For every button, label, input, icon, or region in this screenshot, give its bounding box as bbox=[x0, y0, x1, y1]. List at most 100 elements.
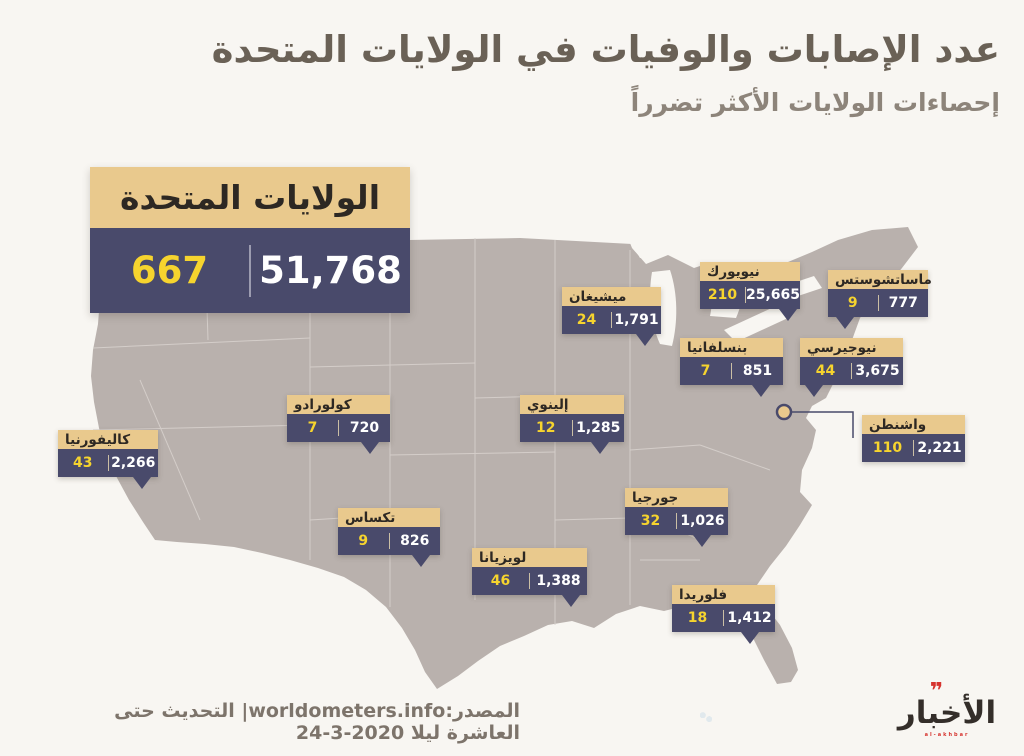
stats-divider bbox=[338, 420, 339, 436]
state-cases-value: 25,665 bbox=[745, 287, 800, 303]
lake-erie bbox=[724, 306, 788, 342]
pointer-triangle bbox=[636, 334, 654, 346]
stats-divider bbox=[723, 610, 724, 626]
state-stats-row: 12 1,285 bbox=[520, 414, 624, 442]
state-deaths-value: 9 bbox=[358, 533, 369, 549]
state-callout-washington: واشنطن 110 2,221 bbox=[862, 415, 965, 462]
state-deaths-value: 110 bbox=[872, 440, 903, 456]
pointer-triangle bbox=[133, 477, 151, 489]
state-cases-value: 1,412 bbox=[727, 610, 772, 626]
state-cases-value: 851 bbox=[742, 363, 773, 379]
state-deaths-value: 210 bbox=[707, 287, 738, 303]
state-stats-row: 110 2,221 bbox=[862, 434, 965, 462]
country-summary-card: الولايات المتحدة 667 51,768 bbox=[90, 167, 410, 313]
logo-latin-text: al-akhbar bbox=[924, 732, 970, 738]
stats-divider bbox=[107, 455, 109, 471]
country-stats-row: 667 51,768 bbox=[90, 228, 410, 313]
state-stats-row: 46 1,388 bbox=[472, 567, 587, 595]
state-name: إلينوي bbox=[520, 395, 624, 414]
state-stats-row: 24 1,791 bbox=[562, 306, 661, 334]
state-name: نيويورك bbox=[700, 262, 800, 281]
stats-divider bbox=[249, 244, 251, 297]
pointer-triangle bbox=[562, 595, 580, 607]
state-callout-georgia: جورجيا 32 1,026 bbox=[625, 488, 728, 547]
stats-divider bbox=[611, 312, 612, 328]
state-deaths-value: 7 bbox=[700, 363, 711, 379]
state-deaths-value: 43 bbox=[73, 455, 93, 471]
state-cases-value: 1,388 bbox=[536, 573, 581, 589]
state-deaths-value: 24 bbox=[576, 312, 597, 328]
state-callout-new-york: نيويورك 210 25,665 bbox=[700, 262, 800, 321]
state-stats-row: 18 1,412 bbox=[672, 604, 775, 632]
pointer-triangle bbox=[779, 309, 797, 321]
state-callout-illinois: إلينوي 12 1,285 bbox=[520, 395, 624, 454]
state-cases-value: 1,791 bbox=[614, 312, 659, 328]
state-stats-row: 32 1,026 bbox=[625, 507, 728, 535]
logo-quote-icon: ❞ bbox=[929, 679, 944, 704]
state-cases-value: 1,285 bbox=[576, 420, 621, 436]
state-stats-row: 44 3,675 bbox=[800, 357, 903, 385]
pointer-triangle bbox=[693, 535, 711, 547]
state-callout-new-jersey: نيوجيرسي 44 3,675 bbox=[800, 338, 903, 397]
state-name: فلوريدا bbox=[672, 585, 775, 604]
logo-wordmark: الأخبار bbox=[897, 695, 997, 731]
state-deaths-value: 18 bbox=[687, 610, 708, 626]
state-callout-massachusetts: ماساتشوستس 9 777 bbox=[828, 270, 932, 329]
state-callout-california: كاليفورنيا 43 2,266 bbox=[58, 430, 158, 489]
country-name: الولايات المتحدة bbox=[90, 167, 410, 228]
state-stats-row: 7 851 bbox=[680, 357, 783, 385]
state-deaths-value: 9 bbox=[847, 295, 858, 311]
stats-divider bbox=[913, 440, 914, 456]
state-cases-value: 1,026 bbox=[680, 513, 725, 529]
state-callout-louisiana: لويزيانا 46 1,388 bbox=[472, 548, 587, 607]
pointer-triangle bbox=[591, 442, 609, 454]
pointer-triangle bbox=[361, 442, 379, 454]
country-cases-value: 51,768 bbox=[259, 249, 402, 292]
stats-divider bbox=[731, 363, 732, 379]
state-callout-florida: فلوريدا 18 1,412 bbox=[672, 585, 775, 644]
state-cases-value: 2,266 bbox=[111, 455, 156, 471]
watermark bbox=[698, 710, 714, 723]
state-callout-pennsylvania: بنسلفانيا 7 851 bbox=[680, 338, 783, 397]
state-name: كولورادو bbox=[287, 395, 390, 414]
state-deaths-value: 12 bbox=[536, 420, 556, 436]
state-stats-row: 9 826 bbox=[338, 527, 440, 555]
state-name: جورجيا bbox=[625, 488, 728, 507]
state-cases-value: 826 bbox=[400, 533, 430, 549]
pointer-triangle bbox=[752, 385, 770, 397]
state-callout-texas: تكساس 9 826 bbox=[338, 508, 440, 567]
state-callout-colorado: كولورادو 7 720 bbox=[287, 395, 390, 454]
state-deaths-value: 7 bbox=[307, 420, 318, 436]
state-name: نيوجيرسي bbox=[800, 338, 903, 357]
alakhbar-logo: ❞ الأخبار al-akhbar bbox=[892, 679, 1002, 740]
state-stats-row: 43 2,266 bbox=[58, 449, 158, 477]
page-subtitle: إحصاءات الولايات الأكثر تضرراً bbox=[630, 88, 1000, 117]
stats-divider bbox=[676, 513, 677, 529]
pointer-triangle bbox=[741, 632, 759, 644]
state-name: تكساس bbox=[338, 508, 440, 527]
pointer-triangle bbox=[805, 385, 823, 397]
dc-connector-line bbox=[775, 403, 854, 438]
stats-divider bbox=[571, 420, 573, 436]
state-name: واشنطن bbox=[862, 415, 965, 434]
state-cases-value: 720 bbox=[349, 420, 380, 436]
state-name: بنسلفانيا bbox=[680, 338, 783, 357]
dc-marker bbox=[775, 403, 793, 421]
source-note: المصدر:worldometers.info| التحديث حتى ال… bbox=[114, 700, 520, 744]
stats-divider bbox=[877, 295, 879, 311]
state-cases-value: 2,221 bbox=[917, 440, 962, 456]
state-stats-row: 210 25,665 bbox=[700, 281, 800, 309]
state-cases-value: 3,675 bbox=[855, 363, 900, 379]
stats-divider bbox=[529, 573, 530, 589]
state-cases-value: 777 bbox=[888, 295, 918, 311]
page-title: عدد الإصابات والوفيات في الولايات المتحد… bbox=[211, 28, 1000, 71]
stats-divider bbox=[744, 287, 746, 303]
stats-divider bbox=[851, 363, 852, 379]
state-name: لويزيانا bbox=[472, 548, 587, 567]
state-stats-row: 7 720 bbox=[287, 414, 390, 442]
state-name: ماساتشوستس bbox=[828, 270, 932, 289]
state-name: كاليفورنيا bbox=[58, 430, 158, 449]
state-callout-michigan: ميشيغان 24 1,791 bbox=[562, 287, 661, 346]
state-deaths-value: 32 bbox=[640, 513, 661, 529]
